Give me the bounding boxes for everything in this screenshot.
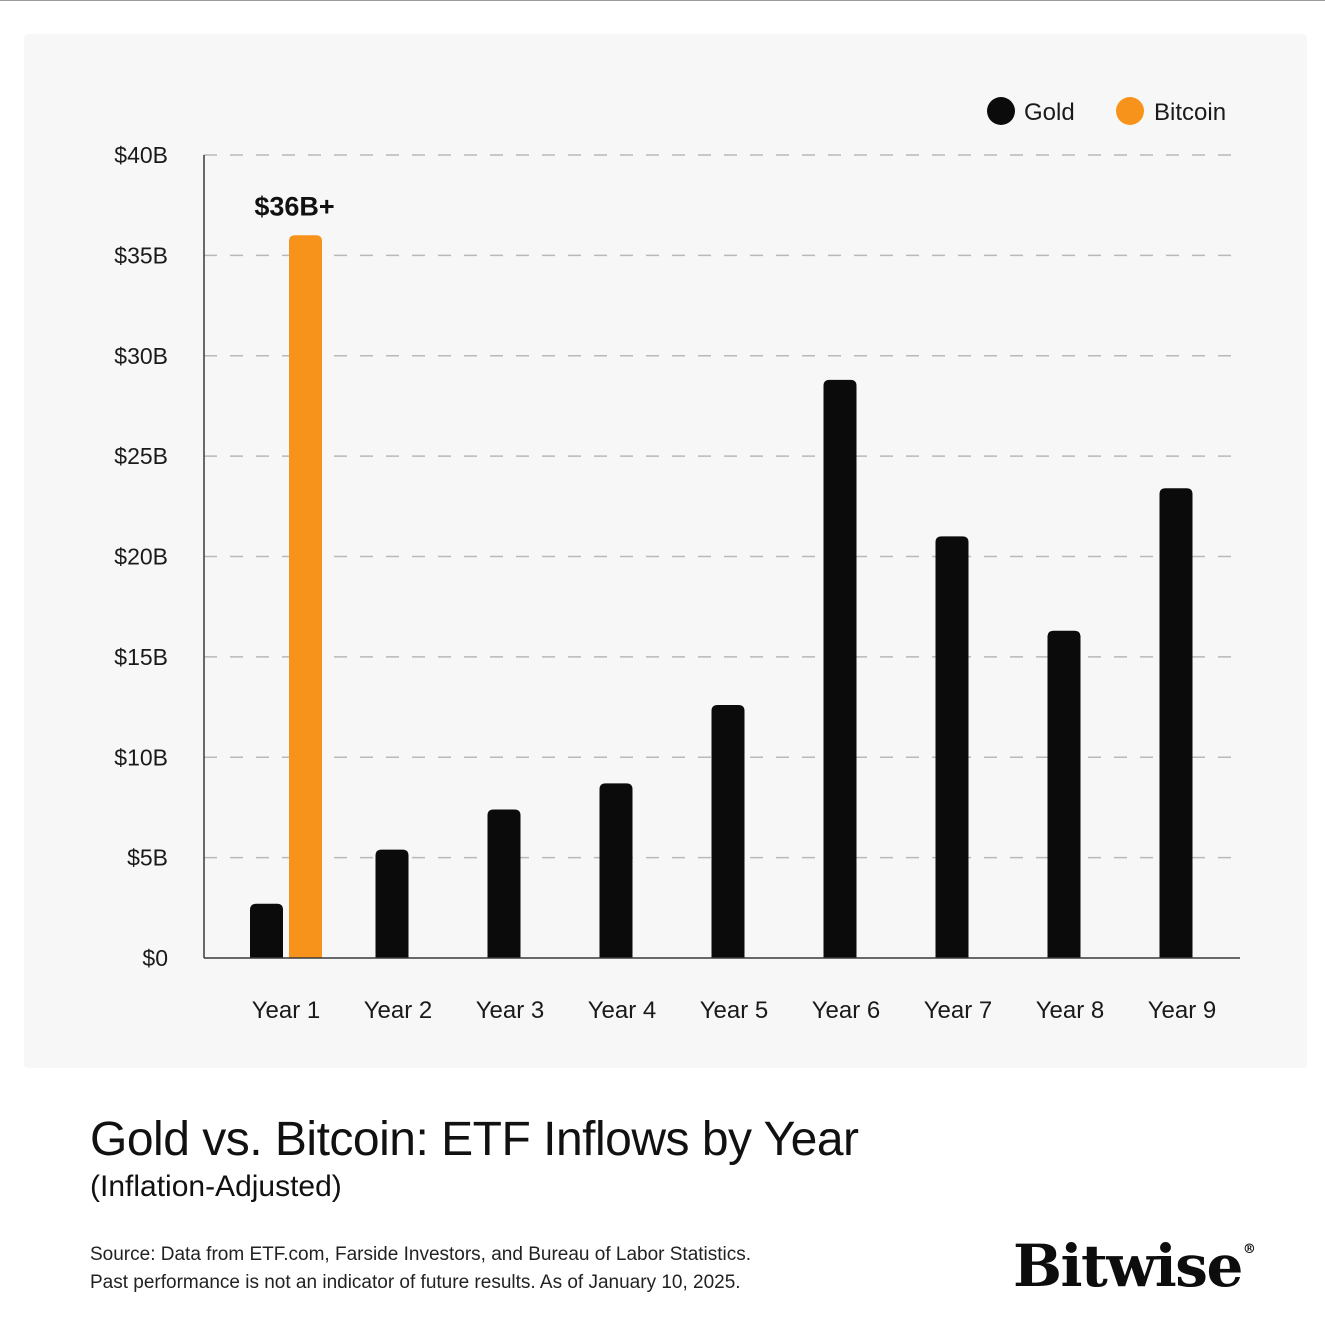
bar-bitcoin xyxy=(289,235,322,959)
x-tick-label: Year 5 xyxy=(700,997,769,1024)
x-tick-label: Year 7 xyxy=(924,997,993,1024)
bar-gold xyxy=(375,849,409,958)
source-line-2: Past performance is not an indicator of … xyxy=(90,1272,741,1293)
y-tick-label: $5B xyxy=(127,845,168,871)
annotations: $36B+ xyxy=(254,191,334,221)
chart-subtitle: (Inflation-Adjusted) xyxy=(90,1170,342,1203)
data-label: $36B+ xyxy=(254,191,334,221)
x-tick-labels: Year 1 Year 2 Year 3 Year 4 Year 5 Year 6 Year… xyxy=(252,997,1217,1024)
chart: $0 $5B $10B $15B $20B $25B $30B $35B $40B Year 1… xyxy=(114,97,1240,1024)
legend-swatch-bitcoin xyxy=(1116,97,1144,125)
x-tick-label: Year 9 xyxy=(1148,997,1217,1024)
y-tick-label: $30B xyxy=(114,343,168,369)
chart-panel xyxy=(24,34,1307,1068)
bar-gold xyxy=(1047,630,1081,958)
legend-label-gold: Gold xyxy=(1024,99,1075,126)
x-tick-label: Year 8 xyxy=(1036,997,1105,1024)
bar-gold xyxy=(487,809,521,958)
bars xyxy=(250,235,1193,959)
bar-gold xyxy=(250,903,283,958)
x-tick-label: Year 6 xyxy=(812,997,881,1024)
bar-gold xyxy=(599,783,633,958)
legend: Gold Bitcoin xyxy=(987,97,1226,126)
y-tick-label: $25B xyxy=(114,443,168,469)
x-tick-label: Year 3 xyxy=(476,997,545,1024)
bar-gold xyxy=(1159,488,1193,958)
legend-label-bitcoin: Bitcoin xyxy=(1154,99,1226,126)
x-tick-label: Year 1 xyxy=(252,997,321,1024)
bar-gold xyxy=(823,379,857,959)
x-tick-label: Year 2 xyxy=(364,997,433,1024)
registered-mark: ® xyxy=(1242,1242,1256,1257)
bar-gold xyxy=(711,705,745,958)
bitwise-logo: Bitwise® xyxy=(1013,1232,1256,1300)
chart-title: Gold vs. Bitcoin: ETF Inflows by Year xyxy=(90,1113,859,1166)
top-rule xyxy=(0,0,1325,1)
y-tick-labels: $0 $5B $10B $15B $20B $25B $30B $35B $40B xyxy=(114,142,168,971)
y-tick-label: $20B xyxy=(114,544,168,570)
source-line-1: Source: Data from ETF.com, Farside Inves… xyxy=(90,1244,752,1265)
legend-swatch-gold xyxy=(987,97,1015,125)
axes xyxy=(203,155,1240,959)
logo-text: Bitwise xyxy=(1013,1232,1243,1300)
y-tick-label: $15B xyxy=(114,644,168,670)
source-note: Source: Data from ETF.com, Farside Inves… xyxy=(90,1241,751,1297)
bar-gold xyxy=(935,536,969,958)
y-tick-label: $0 xyxy=(142,945,168,971)
y-tick-label: $10B xyxy=(114,744,168,770)
y-tick-label: $40B xyxy=(114,142,168,168)
x-tick-label: Year 4 xyxy=(588,997,657,1024)
y-tick-label: $35B xyxy=(114,242,168,268)
